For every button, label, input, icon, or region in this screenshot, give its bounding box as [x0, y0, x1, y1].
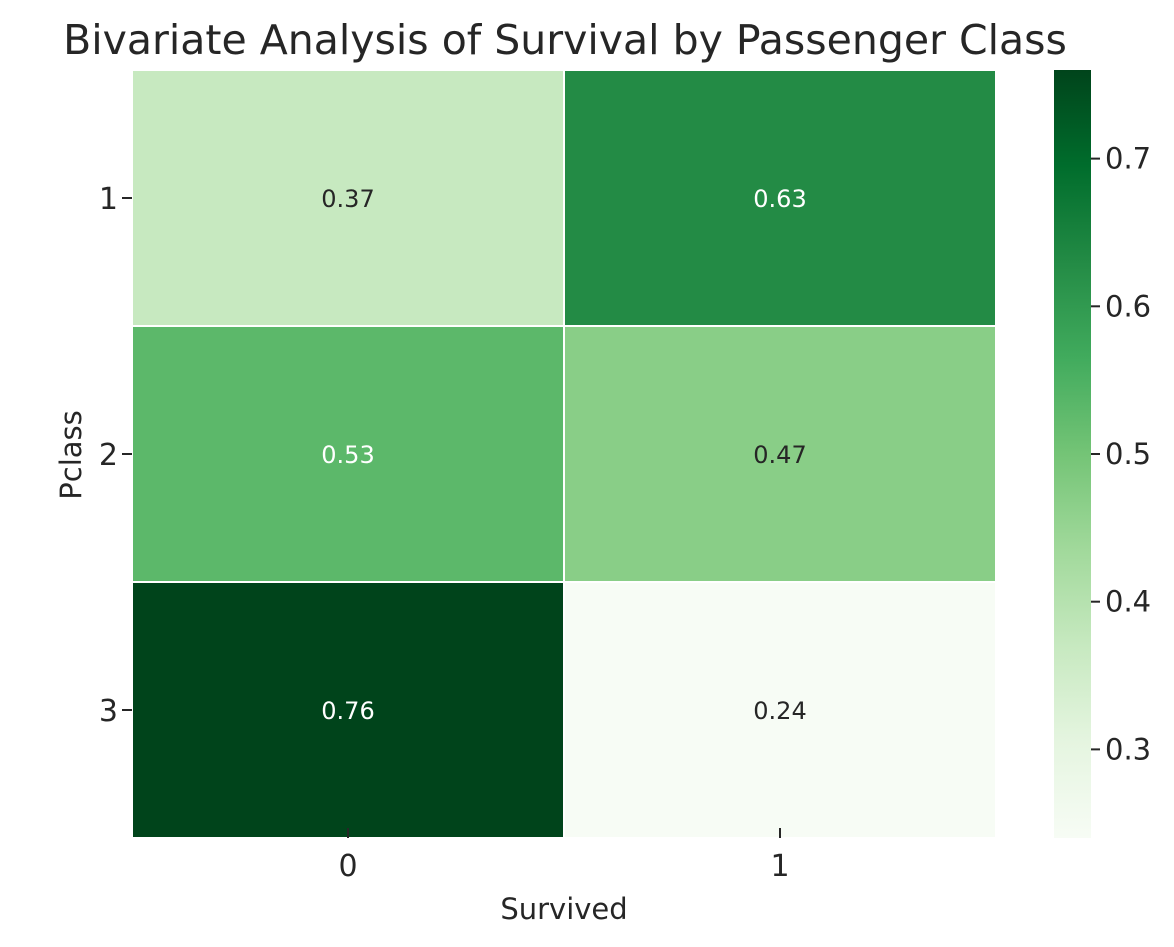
- y-tick-label-1: 1: [99, 182, 118, 217]
- heatmap-cell-r2-c2: [563, 325, 997, 583]
- cell-value-label-r1-c1: 0.37: [321, 185, 374, 213]
- y-axis-ticks: 1 2 3: [99, 182, 132, 729]
- heatmap-cell-r1-c1: [131, 69, 565, 327]
- colorbar-tick-label-2: 0.5: [1105, 437, 1151, 471]
- colorbar-tick-label-4: 0.7: [1105, 142, 1151, 176]
- chart-title: Bivariate Analysis of Survival by Passen…: [63, 16, 1067, 64]
- heatmap-cell-r3-c2: [563, 581, 997, 839]
- colorbar-tick-label-1: 0.4: [1105, 585, 1151, 619]
- x-axis-label: Survived: [500, 892, 627, 926]
- x-tick-label-1: 1: [770, 849, 789, 884]
- cell-value-label-r2-c1: 0.53: [321, 441, 374, 469]
- colorbar-tick-label-0: 0.3: [1105, 732, 1151, 766]
- heatmap-cell-r3-c1: [131, 581, 565, 839]
- colorbar: [1054, 70, 1091, 838]
- y-axis-label: Pclass: [54, 410, 88, 499]
- heatmap-cell-labels: 0.37 0.63 0.53 0.47 0.76 0.24: [321, 185, 806, 725]
- y-tick-label-3: 3: [99, 694, 118, 729]
- heatmap-cell-r2-c1: [131, 325, 565, 583]
- y-tick-label-2: 2: [99, 438, 118, 473]
- cell-value-label-r2-c2: 0.47: [753, 441, 806, 469]
- cell-value-label-r3-c2: 0.24: [753, 697, 806, 725]
- cell-value-label-r1-c2: 0.63: [753, 185, 806, 213]
- colorbar-ticks: 0.3 0.4 0.5 0.6 0.7: [1091, 142, 1151, 766]
- cell-value-label-r3-c1: 0.76: [321, 697, 374, 725]
- heatmap-cells: [131, 69, 997, 839]
- x-tick-label-0: 0: [338, 849, 357, 884]
- heatmap-cell-r1-c2: [563, 69, 997, 327]
- colorbar-tick-label-3: 0.6: [1105, 289, 1151, 323]
